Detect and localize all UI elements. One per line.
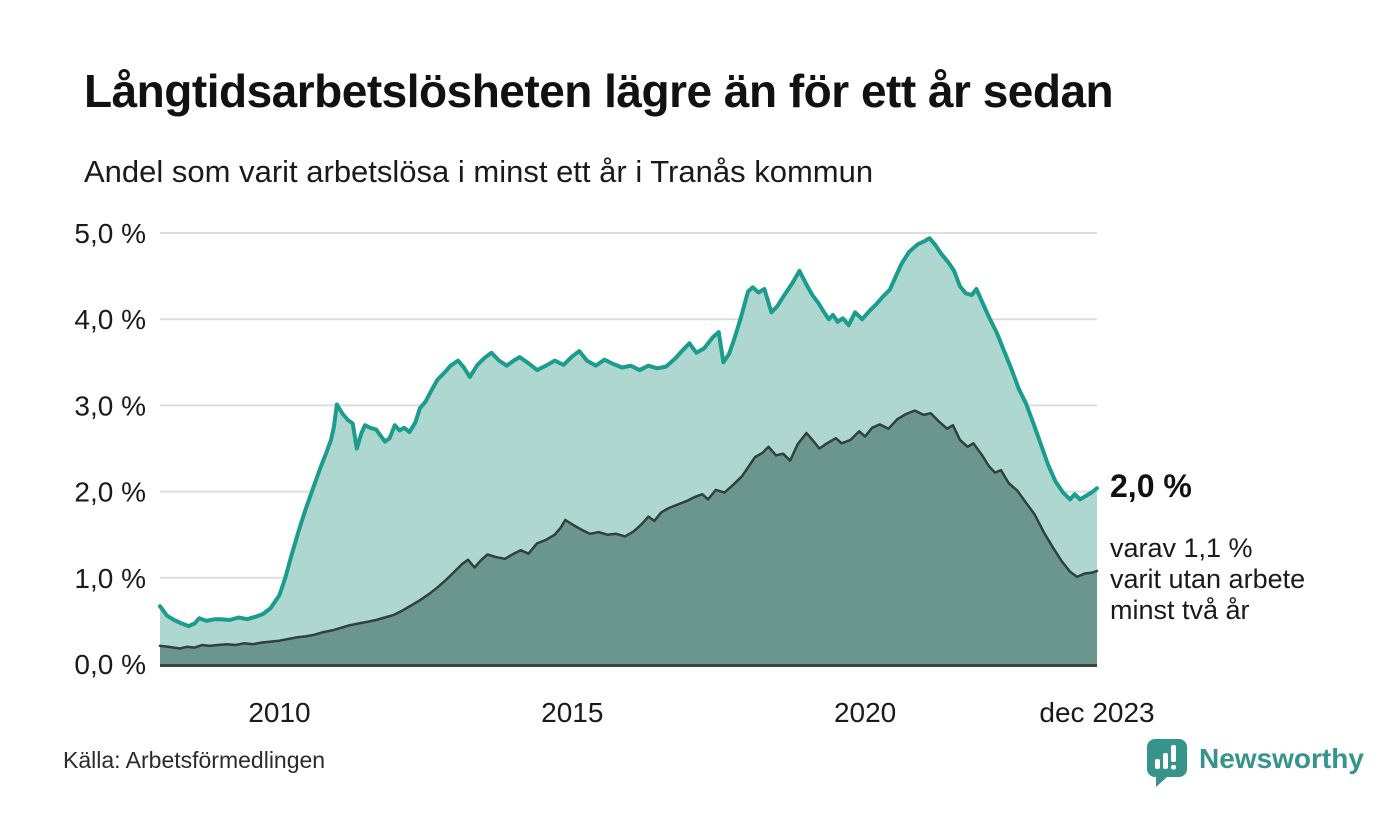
y-axis-tick-label: 1,0 % [74,563,146,594]
brand-name: Newsworthy [1199,743,1364,774]
page-subtitle: Andel som varit arbetslösa i minst ett å… [84,154,874,189]
y-axis-tick-label: 0,0 % [74,649,146,680]
series-area-minst-tva-ar [160,410,1097,664]
brand-logo: Newsworthy [1145,737,1364,787]
latest-value-label: 2,0 % [1110,468,1192,504]
x-axis-tick-label: 2015 [541,697,603,728]
series-line-minst-ett-ar [158,236,1099,629]
source-credit: Källa: Arbetsförmedlingen [63,747,326,773]
y-axis-tick-label: 4,0 % [74,304,146,335]
annotation-sub-line-1: varav 1,1 % [1110,533,1253,563]
y-axis-tick-label: 3,0 % [74,390,146,421]
x-axis-tick-label: dec 2023 [1039,697,1154,728]
annotation-sub-line-3: minst två år [1110,595,1250,625]
series-line-minst-tva-ar [158,409,1099,650]
x-axis-tick-label: 2010 [248,697,310,728]
y-axis-tick-label: 5,0 % [74,218,146,249]
annotation-sub-line-2: varit utan arbete [1110,564,1306,594]
page-title: Långtidsarbetslösheten lägre än för ett … [84,65,1114,117]
x-axis-tick-label: 2020 [834,697,896,728]
annotation-sub-label: varav 1,1 % varit utan arbete minst två … [1110,533,1305,626]
bar-chart-bubble-icon [1147,739,1187,787]
y-axis-tick-label: 2,0 % [74,477,146,508]
